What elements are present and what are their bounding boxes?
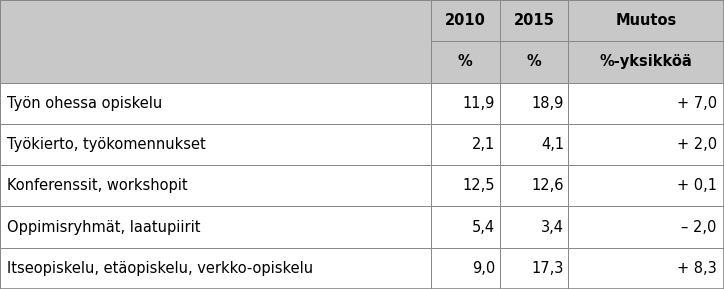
- Text: %: %: [526, 54, 542, 69]
- Bar: [568, 41, 724, 83]
- Bar: [0, 124, 431, 165]
- Text: Itseopiskelu, etäopiskelu, verkko-opiskelu: Itseopiskelu, etäopiskelu, verkko-opiske…: [7, 261, 313, 276]
- Bar: [500, 41, 568, 83]
- Bar: [431, 165, 500, 206]
- Text: 12,5: 12,5: [463, 178, 495, 193]
- Bar: [0, 206, 431, 248]
- Bar: [500, 248, 568, 289]
- Text: 3,4: 3,4: [541, 220, 564, 235]
- Bar: [500, 165, 568, 206]
- Text: %: %: [458, 54, 473, 69]
- Bar: [0, 0, 431, 83]
- Bar: [568, 0, 724, 41]
- Text: Konferenssit, workshopit: Konferenssit, workshopit: [7, 178, 188, 193]
- Text: Oppimisryhmät, laatupiirit: Oppimisryhmät, laatupiirit: [7, 220, 201, 235]
- Text: Työkierto, työkomennukset: Työkierto, työkomennukset: [7, 137, 206, 152]
- Bar: [500, 0, 568, 41]
- Text: 5,4: 5,4: [472, 220, 495, 235]
- Text: – 2,0: – 2,0: [681, 220, 717, 235]
- Text: + 0,1: + 0,1: [677, 178, 717, 193]
- Bar: [500, 83, 568, 124]
- Bar: [568, 165, 724, 206]
- Text: + 7,0: + 7,0: [677, 96, 717, 111]
- Text: %-yksikköä: %-yksikköä: [599, 54, 693, 69]
- Bar: [431, 0, 500, 41]
- Text: 18,9: 18,9: [531, 96, 564, 111]
- Text: 4,1: 4,1: [541, 137, 564, 152]
- Text: 11,9: 11,9: [463, 96, 495, 111]
- Bar: [500, 206, 568, 248]
- Text: 2010: 2010: [445, 13, 486, 28]
- Text: + 8,3: + 8,3: [677, 261, 717, 276]
- Text: Muutos: Muutos: [615, 13, 677, 28]
- Text: Työn ohessa opiskelu: Työn ohessa opiskelu: [7, 96, 162, 111]
- Bar: [431, 206, 500, 248]
- Bar: [0, 165, 431, 206]
- Bar: [568, 248, 724, 289]
- Bar: [431, 41, 500, 83]
- Bar: [431, 83, 500, 124]
- Bar: [568, 83, 724, 124]
- Bar: [568, 124, 724, 165]
- Text: 2015: 2015: [513, 13, 555, 28]
- Bar: [431, 124, 500, 165]
- Bar: [0, 83, 431, 124]
- Bar: [431, 248, 500, 289]
- Text: 2,1: 2,1: [472, 137, 495, 152]
- Text: 12,6: 12,6: [531, 178, 564, 193]
- Bar: [568, 206, 724, 248]
- Text: 9,0: 9,0: [472, 261, 495, 276]
- Text: 17,3: 17,3: [531, 261, 564, 276]
- Bar: [0, 248, 431, 289]
- Text: + 2,0: + 2,0: [677, 137, 717, 152]
- Bar: [500, 124, 568, 165]
